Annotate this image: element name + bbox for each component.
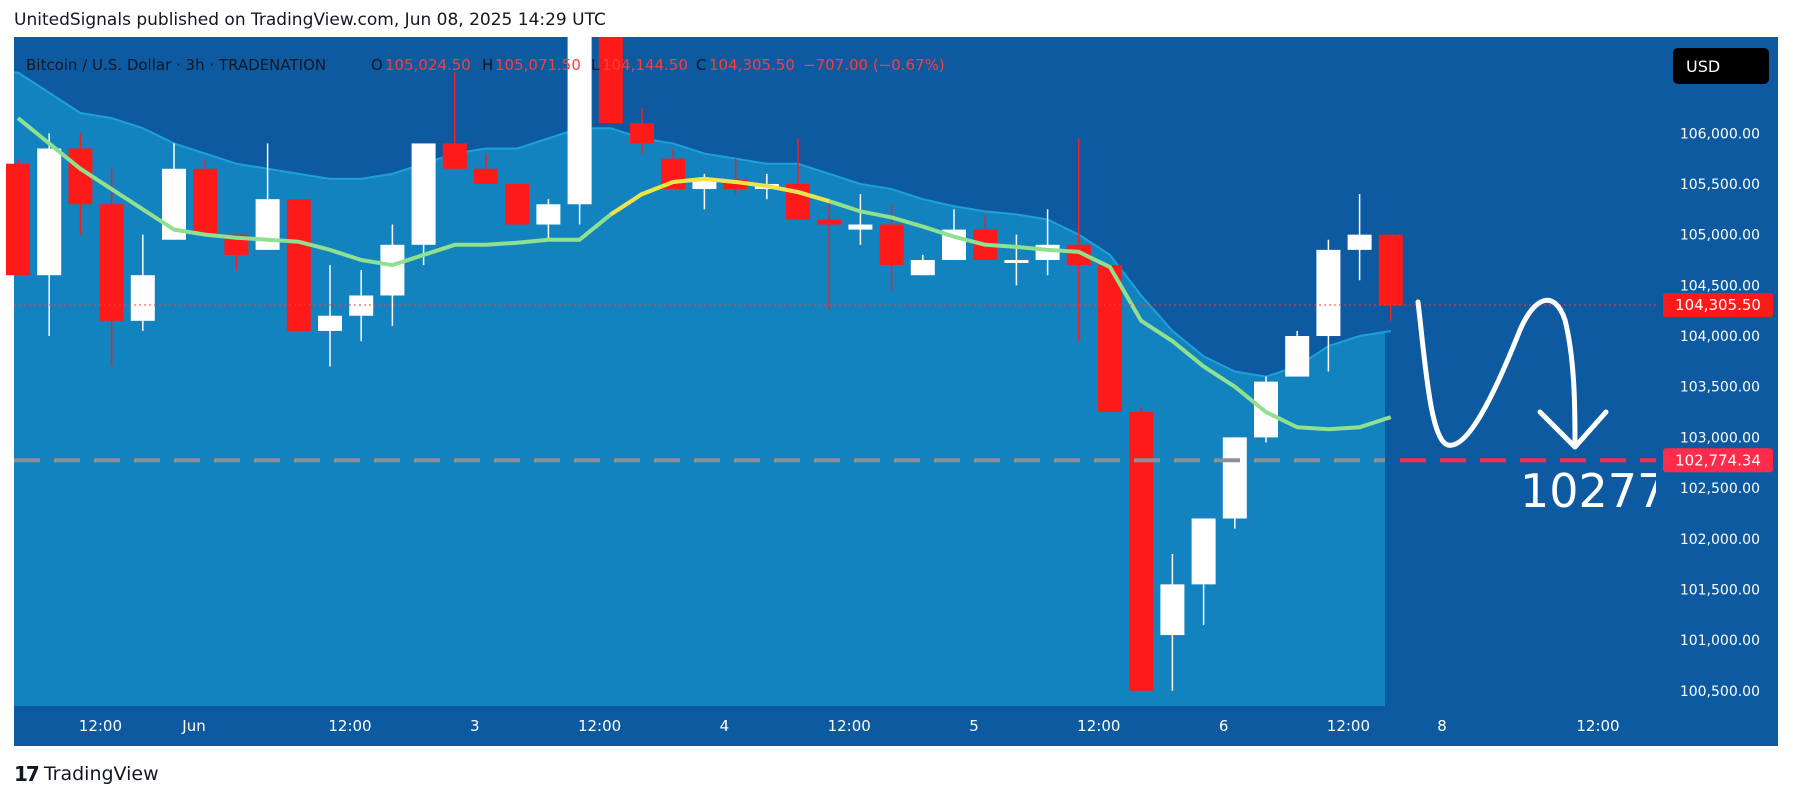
candle-body	[1129, 412, 1154, 691]
candle-body	[380, 244, 405, 296]
candle-body	[286, 199, 311, 331]
target-annotation: 10277	[1520, 464, 1666, 518]
candle-body	[1160, 584, 1185, 636]
candle-body	[848, 224, 873, 230]
candle-body	[567, 37, 592, 205]
price-tick-label: 102,500.00	[1680, 481, 1760, 497]
projection-curve	[1415, 297, 1578, 448]
candle-body	[193, 168, 218, 235]
time-tick-label: 12:00	[578, 717, 621, 735]
legend-symbol: Bitcoin / U.S. Dollar · 3h · TRADENATION	[26, 56, 326, 74]
time-tick-label: 8	[1437, 717, 1447, 735]
tradingview-logo[interactable]: 𝟭𝟳 TradingView	[14, 762, 159, 786]
candle-body	[99, 204, 124, 321]
time-tick-label: 12:00	[1576, 717, 1619, 735]
time-tick-label: 12:00	[1327, 717, 1370, 735]
candle-body	[630, 123, 654, 144]
moving-averages	[16, 116, 1392, 432]
time-tick-label: 12:00	[79, 717, 122, 735]
published-header: UnitedSignals published on TradingView.c…	[14, 10, 606, 30]
price-tick-label: 101,500.00	[1680, 582, 1760, 598]
legend-high: 105,071.50	[495, 56, 581, 74]
time-tick-label: 6	[1219, 717, 1229, 735]
candle-body	[349, 295, 374, 316]
candle-body	[1347, 234, 1372, 250]
candle-body	[68, 148, 93, 205]
time-tick-label: Jun	[181, 717, 205, 735]
arrow-head-icon	[1537, 409, 1609, 450]
candle-body	[130, 275, 155, 321]
candles-layer	[6, 37, 1403, 691]
candle-body	[1004, 260, 1029, 263]
candle-body	[1378, 234, 1403, 306]
legend-low-label: L	[591, 56, 600, 74]
time-axis-labels: 12:00 Jun 12:00 3 12:00 4 12:00 5 12:00 6 12:00 8 12…	[79, 717, 1620, 735]
candle-body	[723, 178, 748, 190]
legend-close-label: C	[696, 56, 706, 74]
time-tick-label: 3	[470, 717, 480, 735]
price-tick-label: 103,000.00	[1680, 430, 1760, 446]
price-axis[interactable]	[1656, 37, 1778, 737]
band-upper-line	[14, 71, 1391, 378]
target-price-tag-text: 102,774.34	[1675, 451, 1761, 469]
price-tick-label: 106,000.00	[1680, 126, 1760, 142]
candle-body	[1285, 336, 1310, 377]
legend-open-label: O	[371, 56, 383, 74]
candle-body	[6, 163, 30, 276]
candle-body	[318, 315, 342, 331]
price-tick-label: 103,500.00	[1680, 380, 1760, 396]
price-tick-label: 100,500.00	[1680, 684, 1760, 700]
candle-body	[505, 183, 530, 225]
candle-body	[1222, 437, 1247, 519]
last-price-tag	[1663, 293, 1773, 318]
candle-body	[536, 204, 561, 225]
candle-body	[879, 224, 904, 266]
candle-body	[411, 143, 436, 245]
candle-body	[692, 178, 717, 190]
band-layer	[14, 71, 1391, 706]
candle-body	[1191, 518, 1216, 585]
price-tick-label: 105,000.00	[1680, 228, 1760, 244]
time-tick-label: 4	[720, 717, 730, 735]
price-tick-label: 104,000.00	[1680, 329, 1760, 345]
candle-body	[474, 168, 498, 184]
candle-body	[442, 143, 467, 169]
candle-body	[1098, 265, 1122, 413]
legend-high-label: H	[482, 56, 493, 74]
price-axis-labels: 100,500.00 101,000.00 101,500.00 102,000.00…	[1680, 126, 1760, 700]
last-price-tag-text: 104,305.50	[1675, 296, 1761, 314]
band-area	[14, 72, 1391, 706]
tradingview-brand: TradingView	[43, 763, 159, 785]
ma-yellow-line	[609, 176, 830, 217]
currency-label: USD	[1686, 57, 1720, 76]
candle-body	[1316, 249, 1341, 337]
target-price-tag	[1663, 448, 1773, 473]
candle-body	[37, 148, 62, 276]
tradingview-logo-icon: 𝟭𝟳	[14, 762, 40, 786]
candle-body	[598, 37, 623, 124]
legend-change: −707.00 (−0.67%)	[803, 56, 945, 74]
legend-open: 105,024.50	[385, 56, 471, 74]
legend-close: 104,305.50	[709, 56, 795, 74]
candle-body	[817, 219, 842, 225]
price-tick-label: 102,000.00	[1680, 532, 1760, 548]
candle-body	[910, 260, 935, 276]
price-tick-label: 104,500.00	[1680, 278, 1760, 294]
price-tick-label: 105,500.00	[1680, 177, 1760, 193]
symbol-legend: Bitcoin / U.S. Dollar · 3h · TRADENATION…	[26, 56, 945, 74]
currency-button[interactable]	[1673, 48, 1769, 84]
time-axis[interactable]	[14, 706, 1778, 746]
time-tick-label: 12:00	[828, 717, 871, 735]
price-tick-label: 101,000.00	[1680, 633, 1760, 649]
time-tick-label: 5	[969, 717, 979, 735]
time-tick-label: 12:00	[328, 717, 371, 735]
legend-low: 104,144.50	[602, 56, 688, 74]
time-tick-label: 12:00	[1077, 717, 1120, 735]
